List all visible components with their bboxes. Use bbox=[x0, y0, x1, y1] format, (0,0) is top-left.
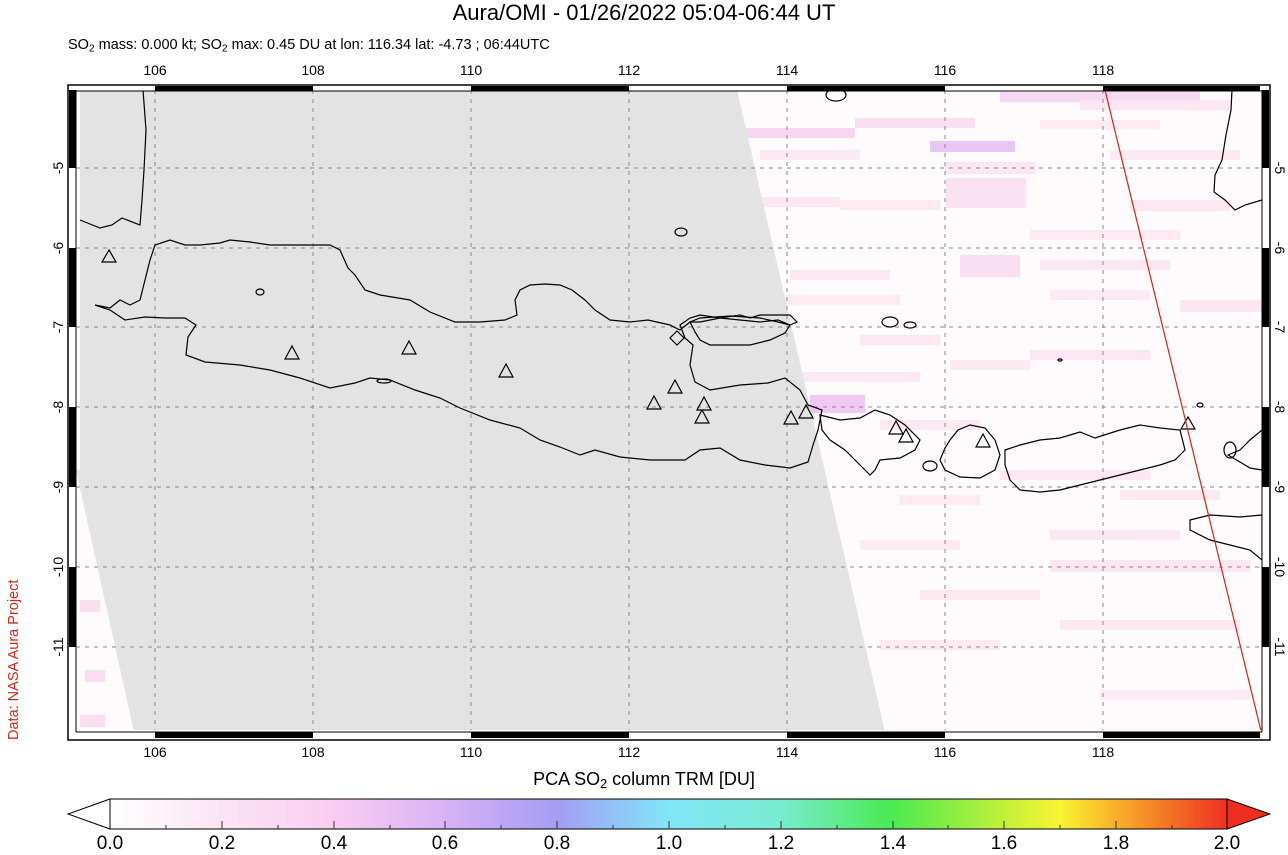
map-plot bbox=[67, 84, 1271, 741]
coastlines bbox=[79, 90, 1262, 561]
volcano-icon bbox=[283, 344, 301, 360]
colorbar-label-subscript: 2 bbox=[600, 777, 608, 792]
lon-tick-bottom: 112 bbox=[617, 744, 641, 760]
colorbar-min-arrow bbox=[66, 798, 111, 830]
lon-tick-top: 112 bbox=[617, 62, 641, 78]
lon-tick-top: 118 bbox=[1091, 62, 1115, 78]
colorbar-tick-label: 0.6 bbox=[431, 833, 459, 854]
lat-tick-right: -9 bbox=[1272, 480, 1288, 494]
lat-tick-right: -5 bbox=[1272, 161, 1288, 175]
volcano-icon bbox=[897, 427, 915, 443]
lon-tick-bottom: 106 bbox=[143, 744, 167, 760]
colorbar-tick-label: 1.4 bbox=[879, 833, 907, 854]
lat-tick-left: -7 bbox=[50, 320, 66, 334]
colorbar-label-suffix: column TRM [DU] bbox=[607, 769, 755, 789]
lon-tick-bottom: 108 bbox=[301, 744, 325, 760]
mass-text: mass: 0.000 kt; SO bbox=[94, 37, 222, 53]
volcano-icon bbox=[887, 419, 905, 435]
swath-edge-line bbox=[1104, 90, 1262, 730]
volcano-icon bbox=[782, 409, 800, 425]
lat-tick-left: -11 bbox=[50, 637, 66, 657]
colorbar-tick-label: 1.8 bbox=[1102, 833, 1130, 854]
so2-pixels bbox=[80, 92, 1262, 727]
max-text: max: 0.45 DU at lon: 116.34 lat: -4.73 ;… bbox=[227, 37, 550, 53]
so2-text: SO bbox=[68, 37, 89, 53]
volcano-icon bbox=[974, 432, 992, 448]
lat-tick-right: -7 bbox=[1272, 320, 1288, 334]
no-data-swath bbox=[76, 90, 885, 730]
colorbar-tick-label: 2.0 bbox=[1213, 833, 1241, 854]
city-marker-icon bbox=[669, 330, 685, 346]
lon-tick-bottom: 114 bbox=[775, 744, 799, 760]
volcano-icon bbox=[695, 395, 713, 411]
volcano-markers bbox=[100, 248, 1197, 448]
lon-tick-top: 116 bbox=[933, 62, 957, 78]
colorbar bbox=[66, 798, 1272, 830]
colorbar-tick-label: 0.8 bbox=[543, 833, 571, 854]
volcano-icon bbox=[797, 403, 815, 419]
lon-tick-bottom: 110 bbox=[459, 744, 483, 760]
lon-tick-bottom: 118 bbox=[1091, 744, 1115, 760]
volcano-icon bbox=[666, 378, 684, 394]
volcano-icon bbox=[100, 248, 118, 263]
colorbar-tick-label: 0.2 bbox=[208, 833, 236, 854]
lat-tick-right: -8 bbox=[1272, 400, 1288, 414]
colorbar-tick-label: 0.4 bbox=[320, 833, 348, 854]
volcano-icon bbox=[497, 362, 515, 378]
so2-subscript: 2 bbox=[88, 43, 95, 55]
colorbar-tick-label: 1.0 bbox=[655, 833, 683, 854]
volcano-icon bbox=[645, 394, 663, 410]
colorbar-tick-label: 0.0 bbox=[96, 833, 124, 854]
chart-subtitle: SO2 mass: 0.000 kt; SO2 max: 0.45 DU at … bbox=[68, 36, 550, 59]
lon-tick-bottom: 116 bbox=[933, 744, 957, 760]
lat-tick-right: -6 bbox=[1272, 241, 1288, 255]
colorbar-tick-label: 1.2 bbox=[767, 833, 795, 854]
colorbar-ticks bbox=[165, 821, 1173, 829]
lat-tick-right: -10 bbox=[1272, 556, 1288, 578]
chart-title: Aura/OMI - 01/26/2022 05:04-06:44 UT bbox=[452, 0, 836, 25]
colorbar-max-arrow bbox=[1226, 798, 1272, 830]
lon-tick-top: 114 bbox=[775, 62, 799, 78]
lat-tick-left: -6 bbox=[50, 241, 66, 255]
volcano-icon bbox=[400, 339, 418, 355]
map-area bbox=[76, 90, 1262, 730]
colorbar-label-prefix: PCA SO bbox=[533, 769, 601, 789]
lat-tick-left: -5 bbox=[50, 161, 66, 175]
lat-tick-left: -8 bbox=[50, 400, 66, 414]
colorbar-tick-label: 1.6 bbox=[990, 833, 1018, 854]
colorbar-label: PCA SO2 column TRM [DU] bbox=[0, 769, 1288, 791]
lat-tick-left: -10 bbox=[50, 556, 66, 578]
lon-tick-top: 110 bbox=[459, 62, 483, 78]
map-frame bbox=[67, 84, 1271, 741]
volcano-icon bbox=[693, 408, 711, 424]
lat-tick-right: -11 bbox=[1272, 637, 1288, 657]
lat-tick-left: -9 bbox=[50, 480, 66, 494]
so2-subscript-2: 2 bbox=[221, 43, 228, 55]
lon-tick-top: 108 bbox=[301, 62, 325, 78]
lon-tick-top: 106 bbox=[143, 62, 167, 78]
